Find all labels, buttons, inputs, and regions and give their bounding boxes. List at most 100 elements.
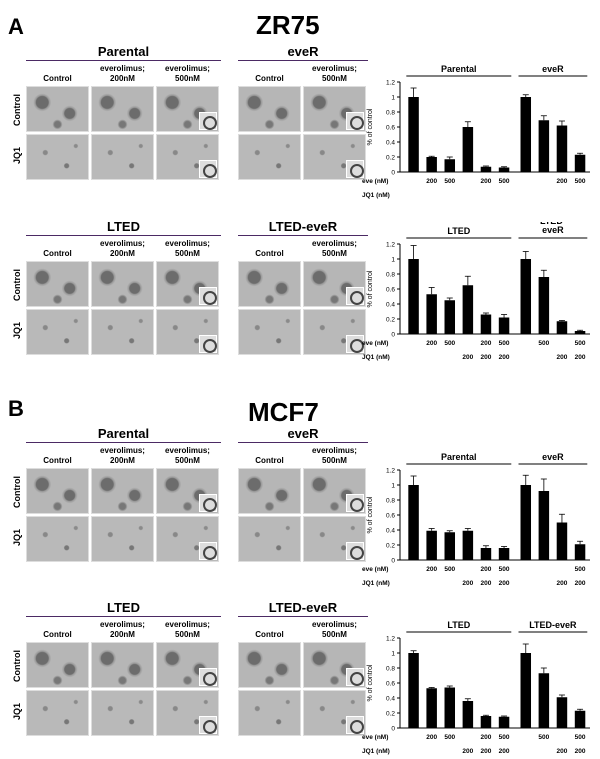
micrograph-b-lted-ever-jq1-eve500 xyxy=(303,690,366,736)
col-label-b-lted-ever-control: Control xyxy=(255,630,284,639)
bar-5 xyxy=(498,167,510,172)
jq1-label-5: 200 xyxy=(499,580,510,587)
row-label-jq1: JQ1 (nM) xyxy=(362,192,390,199)
col-label-a-lted-ever-eve500: everolimus; 500nM xyxy=(312,239,357,258)
bar-4 xyxy=(480,548,492,560)
bar-9 xyxy=(574,331,586,334)
group-underline-b-lted-ever xyxy=(238,616,368,617)
y-tick-label: 0.6 xyxy=(386,513,395,520)
col-label-b-lted-control: Control xyxy=(43,630,72,639)
y-tick-label: 1.2 xyxy=(386,80,395,87)
bar-0 xyxy=(408,653,419,728)
y-tick-label: 0.8 xyxy=(386,272,395,279)
bar-1 xyxy=(426,294,437,334)
bar-1 xyxy=(426,530,437,560)
micrograph-a-ever-control-eve500 xyxy=(303,86,366,132)
inset-zoom xyxy=(199,668,217,686)
bar-7 xyxy=(538,673,550,728)
eve-label-1: 200 xyxy=(426,734,437,741)
group-title-b-lted: LTED xyxy=(107,600,140,615)
col-label-a-lted-control: Control xyxy=(43,249,72,258)
bar-chart-zr75-lted: 0 0.2 0.4 0.6 0.8 1 1.2 % of control 200 500 200 20… xyxy=(362,222,590,361)
y-tick-label: 1.2 xyxy=(386,636,395,643)
eve-label-9: 500 xyxy=(575,566,586,573)
col-label-b-parental-control: Control xyxy=(43,456,72,465)
inset-zoom xyxy=(199,335,217,353)
micrograph-a-lted-ever-control-control xyxy=(238,261,301,307)
bar-2 xyxy=(444,159,456,172)
eve-label-1: 200 xyxy=(426,340,437,347)
bar-chart-mcf7-lted: 0 0.2 0.4 0.6 0.8 1 1.2 % of control 200 500 200 20… xyxy=(362,620,590,755)
y-axis-label: % of control xyxy=(367,108,374,145)
micrograph-a-parental-jq1-control xyxy=(26,134,89,180)
group-underline-b-ever xyxy=(238,442,368,443)
bar-9 xyxy=(574,544,586,560)
row-label-jq1: JQ1 (nM) xyxy=(362,748,390,755)
micrograph-b-ever-control-eve500 xyxy=(303,468,366,514)
y-tick-label: 0.4 xyxy=(386,528,395,535)
bar-chart-zr75-parental-ever: 0 0.2 0.4 0.6 0.8 1 1.2 % of control 200 500 200 50… xyxy=(362,64,590,199)
jq1-label-8: 200 xyxy=(557,748,568,755)
y-tick-label: 0 xyxy=(391,558,395,565)
eve-label-4: 200 xyxy=(481,178,492,185)
col-label-b-ever-control: Control xyxy=(255,456,284,465)
group-label-0: LTED xyxy=(447,226,470,236)
row-label-b-lted-control: Control xyxy=(12,650,22,682)
jq1-label-9: 200 xyxy=(575,354,586,361)
y-tick-label: 0.2 xyxy=(386,711,395,718)
bar-8 xyxy=(556,522,568,560)
bar-3 xyxy=(462,127,474,172)
inset-zoom xyxy=(199,112,217,130)
inset-zoom xyxy=(346,160,364,178)
jq1-label-3: 200 xyxy=(462,748,473,755)
bar-8 xyxy=(556,125,568,172)
micrograph-b-ever-jq1-eve500 xyxy=(303,516,366,562)
y-tick-label: 1.2 xyxy=(386,242,395,249)
micrograph-b-parental-control-eve200 xyxy=(91,468,154,514)
bar-0 xyxy=(408,259,419,334)
y-tick-label: 1 xyxy=(391,95,395,102)
micrograph-b-parental-jq1-eve500 xyxy=(156,516,219,562)
row-label-jq1: JQ1 (nM) xyxy=(362,580,390,587)
micrograph-b-lted-jq1-control xyxy=(26,690,89,736)
bar-3 xyxy=(462,530,474,560)
eve-label-5: 500 xyxy=(499,340,510,347)
y-tick-label: 0.6 xyxy=(386,125,395,132)
col-label-a-ever-eve500: everolimus; 500nM xyxy=(312,64,357,83)
y-tick-label: 0.4 xyxy=(386,696,395,703)
col-label-b-lted-ever-eve500: everolimus; 500nM xyxy=(312,620,357,639)
jq1-label-5: 200 xyxy=(499,748,510,755)
micrograph-a-parental-control-eve200 xyxy=(91,86,154,132)
eve-label-4: 200 xyxy=(481,734,492,741)
bar-6 xyxy=(520,259,532,334)
panel-letter-b: B xyxy=(8,396,24,421)
inset-zoom xyxy=(346,494,364,512)
group-underline-a-lted xyxy=(26,235,221,236)
col-label-b-lted-eve200: everolimus; 200nM xyxy=(100,620,145,639)
bar-8 xyxy=(556,697,568,728)
jq1-label-8: 200 xyxy=(557,354,568,361)
inset-zoom xyxy=(199,542,217,560)
y-tick-label: 1 xyxy=(391,651,395,658)
jq1-label-5: 200 xyxy=(499,354,510,361)
y-axis-label: % of control xyxy=(367,270,374,307)
row-label-eve: eve (nM) xyxy=(362,566,388,573)
col-label-a-lted-eve200: everolimus; 200nM xyxy=(100,239,145,258)
col-label-b-lted-eve500: everolimus; 500nM xyxy=(165,620,210,639)
micrograph-b-lted-control-eve200 xyxy=(91,642,154,688)
jq1-label-9: 200 xyxy=(575,580,586,587)
col-label-b-ever-eve500: everolimus; 500nM xyxy=(312,446,357,465)
inset-zoom xyxy=(199,287,217,305)
group-underline-a-ever xyxy=(238,60,368,61)
bar-2 xyxy=(444,687,456,728)
eve-label-7: 500 xyxy=(538,340,549,347)
y-tick-label: 0.2 xyxy=(386,543,395,550)
col-label-b-parental-eve500: everolimus; 500nM xyxy=(165,446,210,465)
micrograph-b-parental-jq1-control xyxy=(26,516,89,562)
jq1-label-4: 200 xyxy=(481,580,492,587)
row-label-b-lted-jq1: JQ1 xyxy=(12,702,22,720)
micrograph-a-lted-jq1-eve200 xyxy=(91,309,154,355)
y-tick-label: 0.4 xyxy=(386,140,395,147)
inset-zoom xyxy=(199,494,217,512)
eve-label-2: 500 xyxy=(444,340,455,347)
